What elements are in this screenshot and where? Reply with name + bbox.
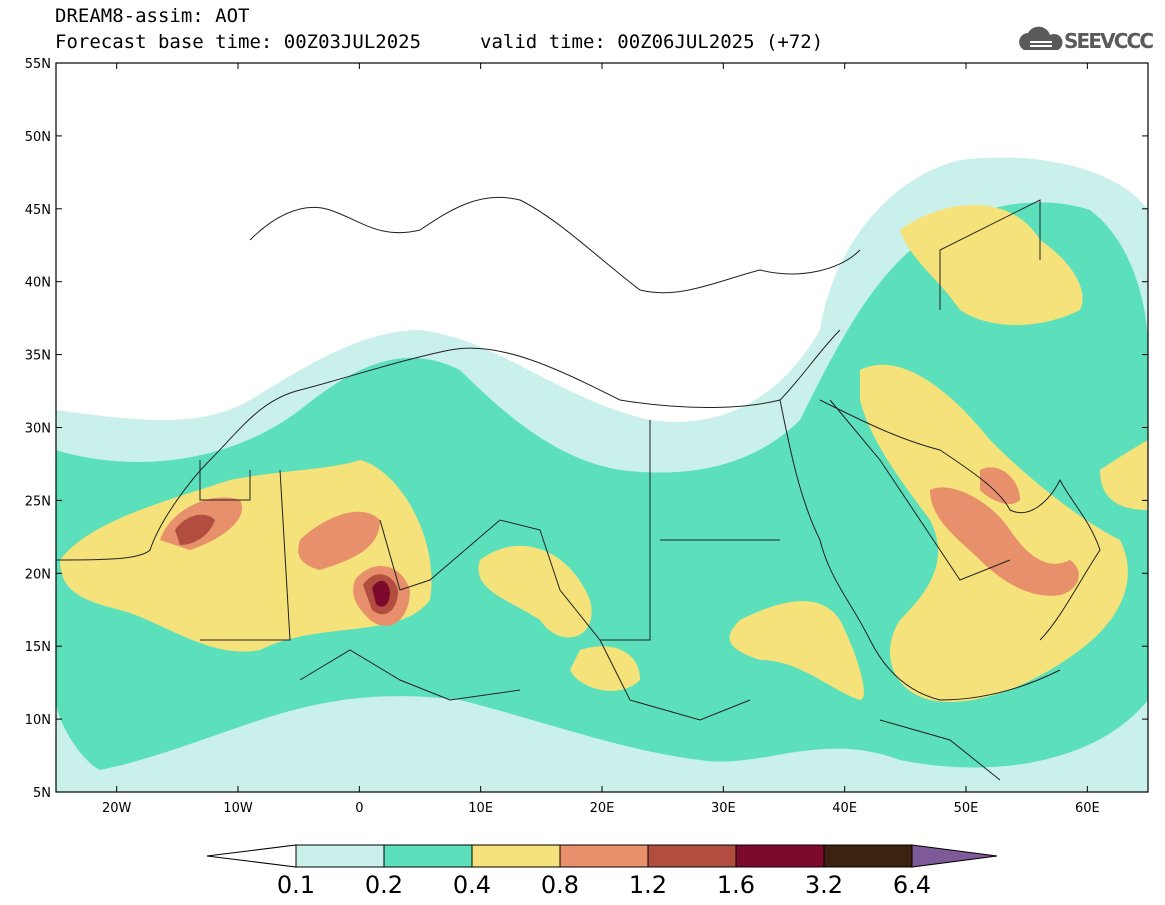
colorbar [206, 844, 998, 868]
cloud-icon [1019, 26, 1063, 50]
lon-label: 30E [711, 801, 736, 816]
border-line [379, 420, 651, 641]
longitude-axis: 20W 10W 0 10E 20E 30E 40E 50E 60E [102, 63, 1100, 816]
colorbar-bin-1 [295, 844, 385, 868]
forecast-base-time: Forecast base time: 00Z03JUL2025 [55, 31, 422, 53]
lon-label: 10E [468, 801, 493, 816]
aot-1.6-region [372, 580, 390, 607]
colorbar-label: 3.2 [805, 871, 843, 899]
border-line [200, 469, 291, 641]
border-line [299, 649, 521, 701]
colorbar-bin-6 [735, 844, 825, 868]
coastline [779, 399, 1061, 701]
lat-label: 20N [25, 567, 51, 582]
aot-0.4-region [1100, 440, 1148, 510]
lat-label: 15N [25, 640, 51, 655]
colorbar-bin-2 [383, 844, 473, 868]
border-line [829, 399, 1011, 581]
country-borders [56, 196, 1101, 781]
aot-0.4-region [729, 601, 864, 700]
lon-label: 20E [590, 801, 615, 816]
border-line [939, 199, 1041, 310]
europe-outline [249, 196, 861, 294]
colorbar-label: 6.4 [893, 871, 931, 899]
lat-label: 25N [25, 494, 51, 509]
colorbar-bin-4 [559, 844, 649, 868]
lon-label: 60E [1075, 801, 1100, 816]
lon-label: 20W [102, 801, 132, 816]
lat-label: 45N [25, 203, 51, 218]
colorbar-label: 1.2 [629, 871, 667, 899]
lon-label: 40E [832, 801, 857, 816]
colorbar-label: 1.6 [717, 871, 755, 899]
lat-label: 50N [25, 130, 51, 145]
aot-1.2-region [175, 514, 215, 545]
colorbar-label: 0.2 [365, 871, 403, 899]
colorbar-bin-3 [471, 844, 561, 868]
colorbar-bin-5 [647, 844, 737, 868]
border-line [199, 460, 251, 501]
aot-0.8-region [930, 487, 1079, 596]
lon-label: 10W [223, 801, 253, 816]
colorbar-under-arrow [206, 844, 297, 868]
lat-label: 30N [25, 422, 51, 437]
latitude-axis: 55N 50N 45N 40N 35N 30N 25N 20N 15N 10N 5N [25, 57, 1148, 801]
lon-label: 0 [355, 801, 363, 816]
valid-time: valid time: 00Z06JUL2025 (+72) [480, 31, 824, 53]
lat-label: 40N [25, 276, 51, 291]
colorbar-labels: 0.1 0.2 0.4 0.8 1.2 1.6 3.2 6.4 [277, 871, 931, 899]
border-line [879, 719, 1001, 781]
colorbar-label: 0.4 [453, 871, 491, 899]
coastline [56, 329, 841, 561]
aot-0.4-region [478, 545, 592, 638]
aot-0.4-region [570, 646, 640, 691]
colorbar-label: 0.8 [541, 871, 579, 899]
lon-label: 50E [954, 801, 979, 816]
map-title: DREAM8-assim: AOT [55, 5, 250, 27]
aot-0.8-region [298, 511, 380, 570]
lat-label: 5N [33, 786, 51, 801]
colorbar-label: 0.1 [277, 871, 315, 899]
logo-text: SEEVCCC [1064, 29, 1154, 53]
colorbar-over-arrow [911, 844, 998, 868]
lat-label: 10N [25, 713, 51, 728]
aot-0.4-region [60, 460, 432, 652]
seevccc-logo: SEEVCCC [1019, 26, 1154, 53]
lat-label: 35N [25, 349, 51, 364]
coastline [819, 399, 1101, 641]
aot-0.8-region [980, 467, 1020, 505]
border-line [599, 639, 751, 721]
aot-field [56, 157, 1148, 792]
lat-label: 55N [25, 57, 51, 72]
colorbar-bin-7 [823, 844, 913, 868]
aot-0.4-region [900, 205, 1083, 325]
